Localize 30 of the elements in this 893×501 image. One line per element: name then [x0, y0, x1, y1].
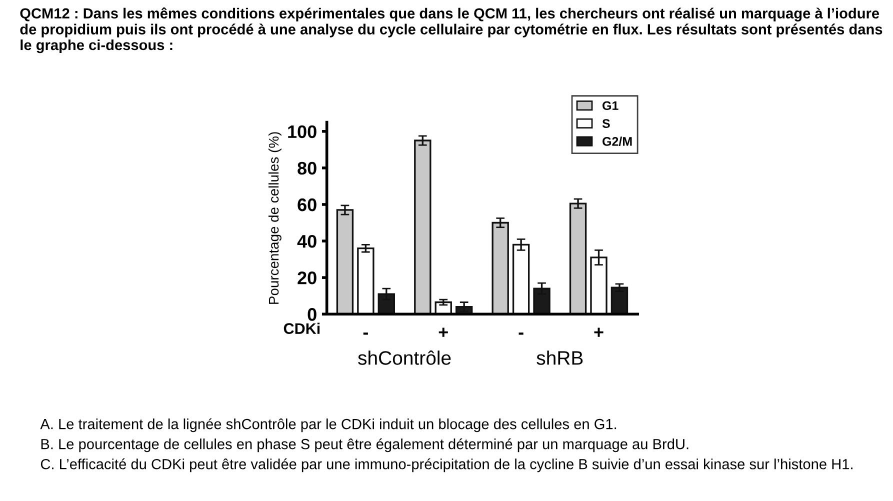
y-tick-label: 40 [297, 234, 316, 248]
text: B. Le pourcentage de cellules en phase S peut être également déterminé par un marquage au BrdU. [41, 438, 688, 452]
bar [492, 222, 509, 314]
x-tick-label: + [438, 328, 448, 337]
legend-label: G1 [602, 101, 618, 110]
bar [414, 140, 432, 314]
bar [569, 202, 587, 314]
y-tick-label: 20 [298, 272, 316, 284]
y-tick-label: 80 [298, 162, 316, 175]
x-tick-label: - [518, 332, 524, 335]
bar [378, 293, 396, 314]
bar [512, 244, 530, 314]
y-tick-label: 60 [298, 198, 316, 212]
bar [357, 248, 374, 314]
text: C. L’efficacité du CDKi peut être validée par une immuno-précipitation de la cycline B suivie d’un essai kinase sur l’histone H1. [40, 458, 852, 472]
x-axis-title: CDKi [284, 322, 320, 334]
text: A. Le traitement de la lignée shContrôle par le CDKi induit un blocage des cellules en G1. [40, 418, 616, 432]
legend-label: S [602, 119, 610, 128]
text: shContrôle [358, 350, 451, 365]
y-axis-title: Pourcentage de cellules (%) [268, 132, 282, 304]
chart-title: QCM12 : Dans les mêmes conditions expérimentales que dans le QCM 11, les chercheurs ont réalisé un marquage à l’iodure de propidium puis ils ont procédé à une analyse du cycle cellulaire par cytométrie en flux. Les résultats sont présentés dans le graphe ci-dessous : [20, 8, 882, 54]
bar [610, 286, 628, 314]
x-tick-label: + [594, 328, 604, 337]
y-tick-label: 0 [308, 308, 316, 321]
legend-label: G2/M [602, 136, 632, 146]
text: shRB [536, 350, 583, 365]
bar [336, 209, 354, 314]
x-tick-label: - [363, 332, 368, 335]
y-tick-label: 100 [288, 125, 316, 138]
bar [533, 288, 550, 314]
